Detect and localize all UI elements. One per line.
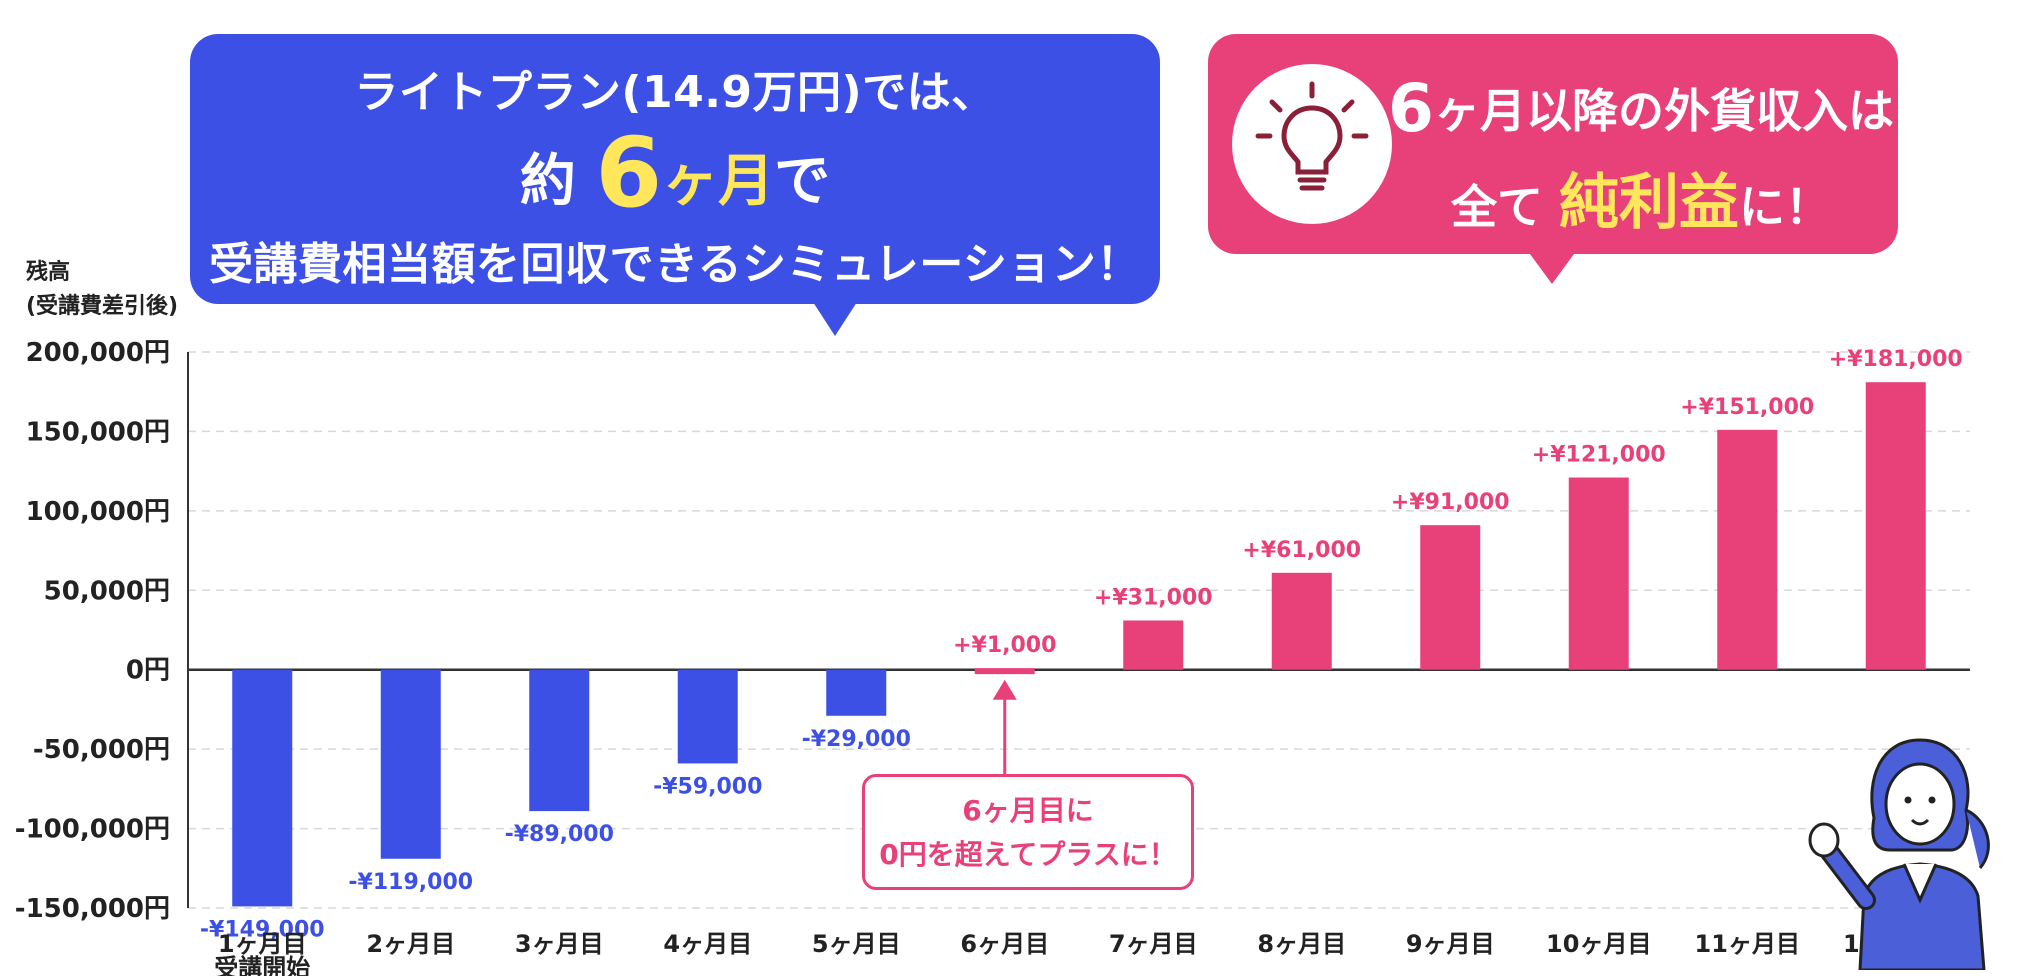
bar-9 [1420,525,1481,670]
y-tick-label: 0円 [126,656,170,686]
lightbulb-icon [1232,64,1392,224]
profit-callout: 6ヶ月以降の外貨収入は 全て 純利益に！ [1208,34,1898,284]
bar-7 [1123,620,1184,670]
y-axis-label: 残高 [26,260,71,285]
callout-months-number: 6 [595,117,663,229]
data-label-1: -¥149,000 [200,917,325,942]
y-tick-label: -150,000円 [15,894,170,924]
x-tick-label: 5ヶ月目 [812,930,901,958]
x-tick-label: 6ヶ月目 [960,930,1049,958]
bar-3 [529,669,590,812]
x-tick-label: 10ヶ月目 [1546,930,1651,958]
bar-8 [1271,572,1332,670]
x-tick-label: 2ヶ月目 [366,930,455,958]
data-label-2: -¥119,000 [348,870,473,895]
callout-line-3: 受講費相当額を回収できるシミュレーション！ [209,239,1141,290]
data-label-11: +¥151,000 [1680,395,1814,420]
presenter-illustration [1808,738,1990,970]
y-tick-label: 200,000円 [26,338,170,368]
callout-months-unit: ヶ月 [662,149,775,214]
y-tick-label: 100,000円 [26,497,170,527]
profit-line-1-rest: ヶ月以降の外貨収入は [1433,84,1894,138]
data-label-10: +¥121,000 [1532,442,1666,467]
x-tick-label: 8ヶ月目 [1257,930,1346,958]
bar-2 [380,669,441,859]
y-axis-sublabel: (受講費差引後) [26,294,179,319]
profit-months-number: 6 [1388,70,1434,147]
data-label-9: +¥91,000 [1391,490,1510,515]
profit-line-2: 全て 純利益に！ [1384,154,1898,241]
profit-line-1: 6ヶ月以降の外貨収入は [1384,70,1898,147]
x-tick-label: 7ヶ月目 [1109,930,1198,958]
x-tick-label: 4ヶ月目 [663,930,752,958]
data-label-12: +¥181,000 [1829,347,1963,372]
x-tick-label: 9ヶ月目 [1406,930,1495,958]
callout-tail [813,302,857,336]
y-tick-label: 50,000円 [44,576,170,606]
y-tick-label: -100,000円 [15,815,170,845]
bar-6 [974,668,1035,675]
callout-line-2: 約 6ヶ月で [190,125,1160,227]
bar-12 [1865,382,1926,670]
x-tick-label: 3ヶ月目 [515,930,604,958]
x-tick-label: 1ヶ月目 [218,930,307,958]
x-tick-sublabel: 受講開始 [214,954,310,976]
profit-highlight: 純利益 [1559,168,1739,238]
bar-5 [826,669,887,716]
y-tick-label: 150,000円 [26,417,170,447]
callout-suffix: で [774,149,831,214]
note-arrow-head [992,679,1017,700]
callout-prefix: 約 [519,149,576,214]
profit-prefix: 全て [1450,180,1543,234]
data-label-8: +¥61,000 [1242,538,1361,563]
data-label-5: -¥29,000 [802,727,911,752]
breakeven-note: 6ヶ月目に 0円を超えてプラスに！ [862,774,1194,890]
data-label-4: -¥59,000 [653,774,762,799]
note-line-1: 6ヶ月目に [962,794,1094,827]
y-tick-label: -50,000円 [33,735,170,765]
data-label-3: -¥89,000 [505,822,614,847]
callout-line-1: ライトプラン(14.9万円)では、 [354,67,996,118]
bar-11 [1717,429,1778,670]
x-tick-label: 11ヶ月目 [1695,930,1800,958]
bar-10 [1568,477,1629,670]
note-line-2: 0円を超えてプラスに！ [879,838,1177,871]
data-label-7: +¥31,000 [1094,585,1213,610]
bar-1 [232,669,293,907]
bar-4 [677,669,738,764]
data-label-6: +¥1,000 [953,633,1056,658]
profit-suffix: に！ [1739,180,1831,234]
plan-callout: ライトプラン(14.9万円)では、 約 6ヶ月で 受講費相当額を回収できるシミュ… [190,34,1160,336]
profit-callout-tail [1530,254,1574,284]
y-axis-title: 残高 (受講費差引後) [26,256,178,324]
